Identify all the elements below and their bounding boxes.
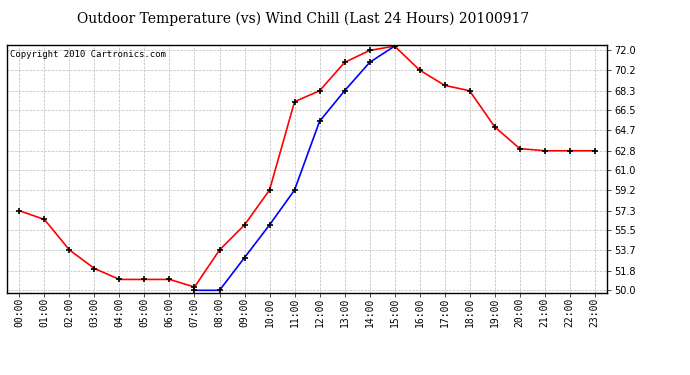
Text: Outdoor Temperature (vs) Wind Chill (Last 24 Hours) 20100917: Outdoor Temperature (vs) Wind Chill (Las…: [77, 11, 530, 26]
Text: Copyright 2010 Cartronics.com: Copyright 2010 Cartronics.com: [10, 50, 166, 59]
